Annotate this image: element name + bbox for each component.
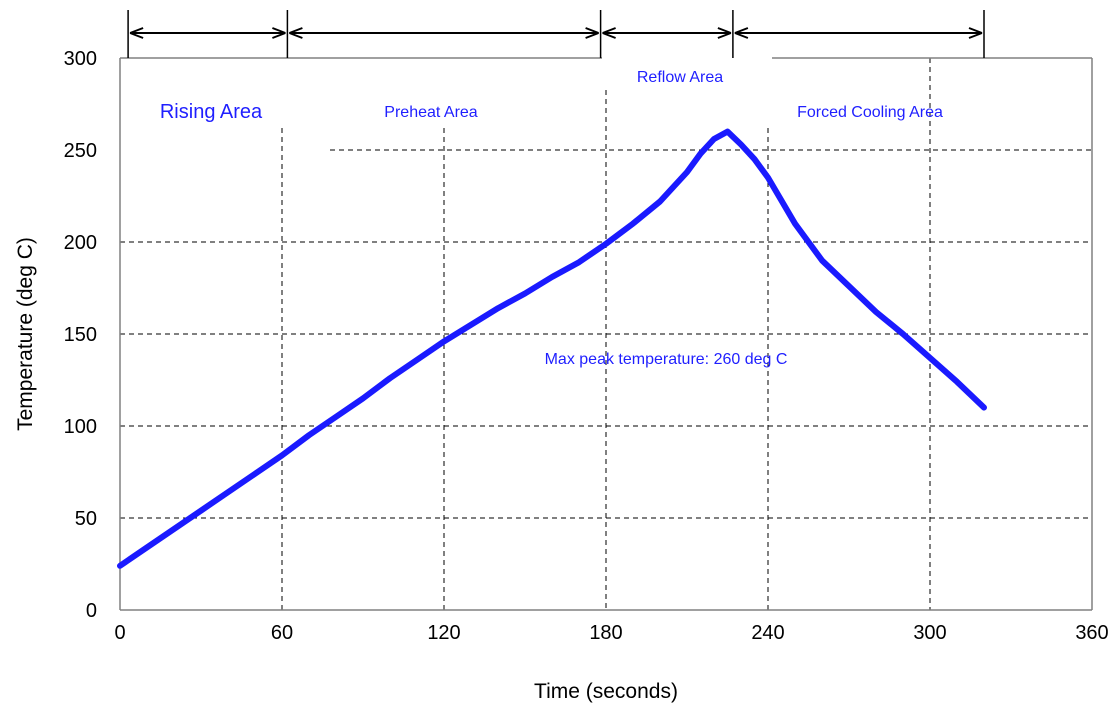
x-tick-label: 360	[1075, 622, 1108, 644]
temperature-series-line	[117, 128, 987, 569]
region-label: Rising Area	[160, 101, 263, 123]
region-arrow-head	[734, 27, 749, 39]
region-arrow-head	[602, 27, 616, 39]
region-arrow-head	[272, 27, 286, 39]
region-label: Reflow Area	[637, 69, 723, 86]
region-arrow-head	[585, 27, 599, 39]
x-tick-label: 60	[271, 622, 293, 644]
y-tick-label: 300	[64, 48, 97, 70]
region-markers: Rising Area Preheat Area Reflow Area Forced…	[127, 10, 985, 123]
x-tick-label: 240	[751, 622, 784, 644]
x-axis-title: Time (seconds)	[534, 680, 678, 703]
y-tick-label: 50	[75, 508, 97, 530]
region-arrow-head	[289, 27, 303, 39]
grid-lines	[120, 58, 1092, 610]
y-tick-label: 200	[64, 232, 97, 254]
region-label: Forced Cooling Area	[797, 104, 943, 121]
y-tick-label: 0	[86, 600, 97, 622]
region-arrow-head	[968, 27, 983, 39]
region-label: Preheat Area	[384, 104, 478, 121]
peak-temperature-annotation: Max peak temperature: 260 deg C	[545, 351, 788, 368]
y-axis-title: Temperature (deg C)	[14, 237, 37, 431]
region-arrow-head	[717, 27, 732, 39]
x-tick-label: 300	[913, 622, 946, 644]
tick-labels: 0 60 120 180 240 300 360 0 50 100 150 200 250 300	[64, 48, 1109, 644]
y-tick-label: 150	[64, 324, 97, 346]
y-tick-label: 100	[64, 416, 97, 438]
x-tick-label: 0	[114, 622, 125, 644]
region-arrow-head	[129, 27, 144, 39]
x-tick-label: 180	[589, 622, 622, 644]
plot-frame	[119, 57, 1093, 611]
y-tick-label: 250	[64, 140, 97, 162]
x-tick-label: 120	[427, 622, 460, 644]
